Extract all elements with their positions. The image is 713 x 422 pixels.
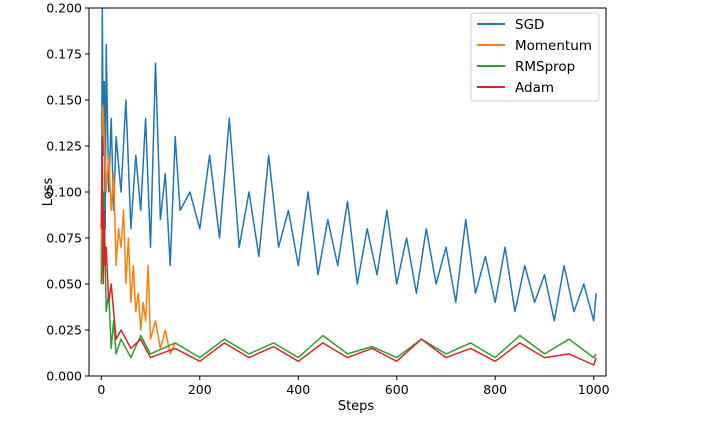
legend: SGD Momentum RMSprop Adam [470, 12, 600, 102]
x-tick-label: 400 [286, 382, 310, 397]
x-tick-label: 200 [188, 382, 212, 397]
x-tick-label: 600 [385, 382, 409, 397]
series-line-rmsprop [100, 191, 597, 359]
y-tick-label: 0.050 [46, 277, 82, 292]
legend-label-sgd: SGD [515, 17, 544, 33]
y-tick-label: 0.075 [46, 231, 82, 246]
y-tick-label: 0.200 [46, 1, 82, 16]
legend-label-adam: Adam [515, 80, 554, 96]
series-layer [100, 8, 597, 366]
legend-items: SGD Momentum RMSprop Adam [477, 17, 592, 96]
legend-label-rmsprop: RMSprop [515, 59, 575, 75]
x-axis-ticks: 0 200 400 600 800 1000 [97, 376, 610, 397]
y-tick-label: 0.000 [46, 369, 82, 384]
y-tick-label: 0.150 [46, 93, 82, 108]
x-axis-label: Steps [338, 399, 375, 414]
y-tick-label: 0.175 [46, 47, 82, 62]
y-tick-label: 0.125 [46, 139, 82, 154]
y-tick-label: 0.100 [46, 185, 82, 200]
series-line-momentum [100, 104, 176, 355]
y-tick-label: 0.025 [46, 323, 82, 338]
legend-label-momentum: Momentum [515, 38, 592, 54]
y-axis-ticks: 0.000 0.025 0.050 0.075 0.100 0.125 0.150 0.175… [46, 1, 89, 384]
x-tick-label: 1000 [578, 382, 610, 397]
series-line-sgd [100, 8, 597, 322]
legend-box [470, 12, 600, 102]
x-tick-label: 800 [483, 382, 507, 397]
x-tick-label: 0 [97, 382, 105, 397]
y-axis-label: Loss [41, 178, 56, 207]
series-line-adam [100, 136, 597, 366]
